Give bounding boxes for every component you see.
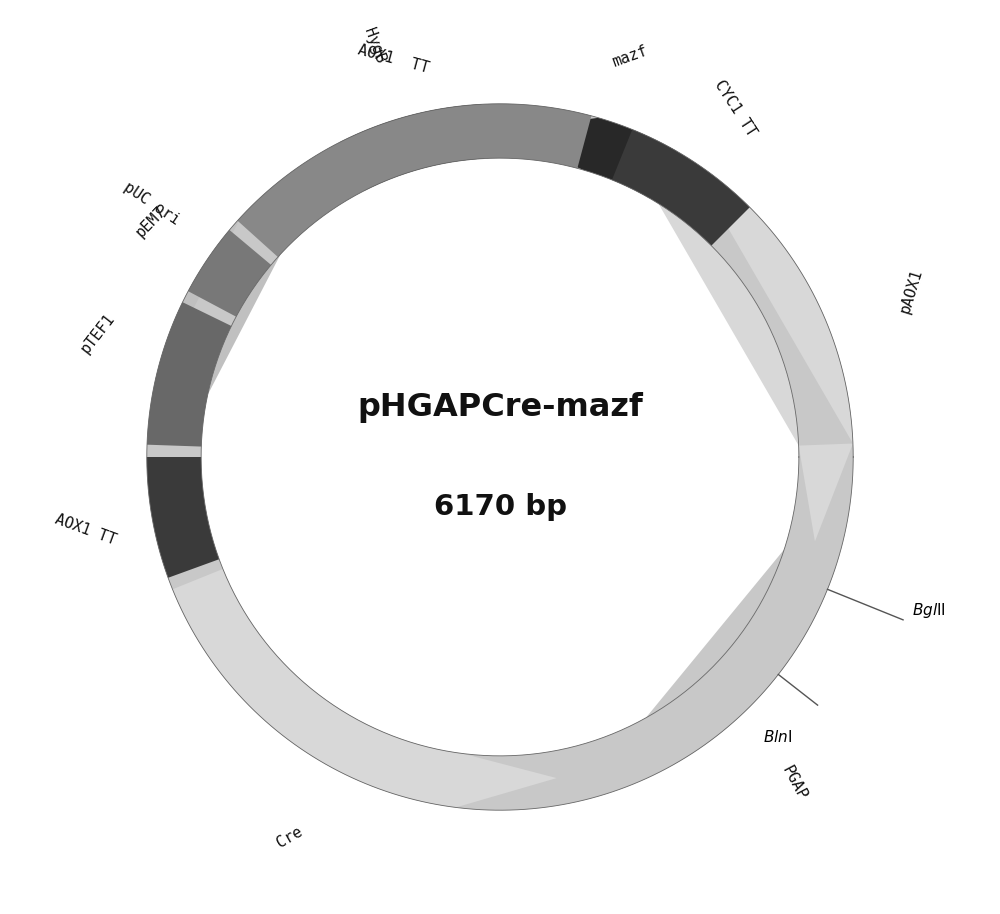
Polygon shape	[568, 549, 836, 776]
Text: pAOX1: pAOX1	[898, 267, 925, 314]
Text: pHGAPCre-mazf: pHGAPCre-mazf	[357, 392, 643, 422]
Polygon shape	[155, 175, 337, 395]
Text: pUC ori: pUC ori	[121, 180, 183, 228]
Text: $\it{Bln}$I: $\it{Bln}$I	[763, 728, 793, 745]
Polygon shape	[658, 157, 853, 541]
Text: 6170 bp: 6170 bp	[434, 493, 566, 521]
Text: PGAP: PGAP	[779, 764, 809, 803]
Polygon shape	[612, 130, 750, 246]
Text: pTEF1: pTEF1	[77, 312, 117, 356]
Polygon shape	[340, 104, 484, 191]
Text: CYC1 TT: CYC1 TT	[712, 77, 759, 139]
Polygon shape	[188, 230, 271, 316]
Text: $\it{Bgl}$II: $\it{Bgl}$II	[912, 601, 946, 621]
Polygon shape	[147, 303, 231, 447]
Text: AOX1  TT: AOX1 TT	[356, 42, 431, 76]
Text: pEM7: pEM7	[133, 203, 169, 239]
Polygon shape	[173, 569, 557, 807]
Polygon shape	[147, 104, 853, 810]
Text: mazf: mazf	[610, 43, 650, 69]
Polygon shape	[147, 457, 219, 578]
Text: HygB: HygB	[361, 26, 388, 65]
Polygon shape	[494, 118, 677, 198]
Text: Cre: Cre	[274, 824, 305, 851]
Polygon shape	[238, 104, 591, 257]
Text: AOX1 TT: AOX1 TT	[53, 512, 118, 548]
